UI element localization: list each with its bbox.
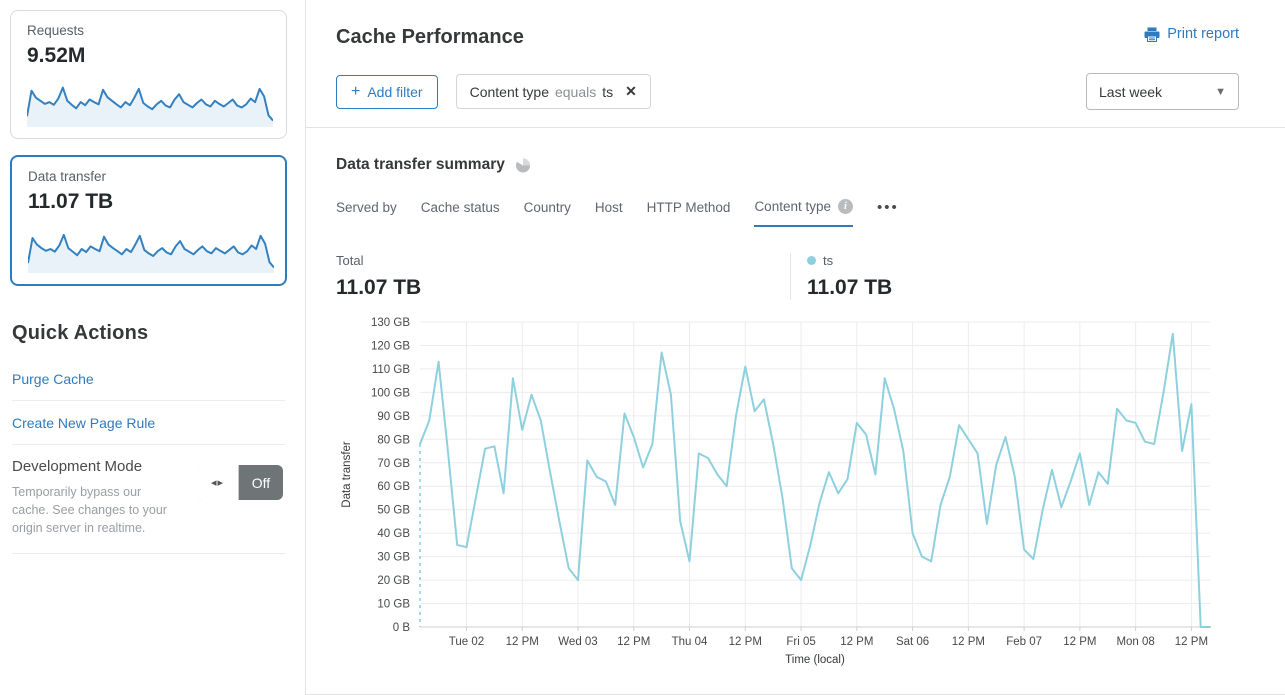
quick-actions-section: Quick Actions Purge Cache Create New Pag…: [10, 286, 287, 555]
data-transfer-sparkline: [28, 233, 274, 273]
time-series-line-chart: 0 B 10 GB 20 GB 30 GB 40 GB 50 GB 60 GB 70 GB 80…: [341, 317, 1211, 666]
svg-text:Thu 04: Thu 04: [672, 636, 708, 648]
time-range-dropdown[interactable]: Last week ▼: [1086, 73, 1239, 110]
svg-text:Mon 08: Mon 08: [1116, 636, 1154, 648]
svg-text:10 GB: 10 GB: [377, 599, 410, 611]
svg-text:100 GB: 100 GB: [371, 387, 410, 399]
svg-text:12 PM: 12 PM: [952, 636, 985, 648]
data-transfer-chart: 0 B 10 GB 20 GB 30 GB 40 GB 50 GB 60 GB 70 GB 80…: [336, 314, 1255, 671]
development-mode-block: Development Mode Temporarily bypass our …: [12, 445, 285, 555]
printer-icon: [1144, 27, 1160, 42]
svg-text:Fri 05: Fri 05: [786, 636, 815, 648]
tab-cache-status[interactable]: Cache status: [420, 200, 500, 215]
data-transfer-card[interactable]: Data transfer 11.07 TB: [10, 155, 287, 286]
dimension-tabs: Served by Cache status Country Host HTTP…: [336, 199, 1255, 227]
create-page-rule-link[interactable]: Create New Page Rule: [12, 401, 285, 445]
requests-sparkline: [27, 86, 273, 127]
svg-text:130 GB: 130 GB: [371, 317, 410, 329]
filter-operator: equals: [554, 83, 597, 100]
print-report-label: Print report: [1167, 26, 1239, 42]
requests-card-value: 9.52M: [27, 44, 86, 67]
main-content: Cache Performance Print report + Add fil…: [306, 0, 1285, 695]
analytics-sidebar: Requests 9.52M Data transfer 11.07 TB Qu…: [0, 0, 306, 695]
total-label: Total: [336, 253, 364, 268]
print-report-button[interactable]: Print report: [1144, 26, 1239, 42]
svg-text:12 PM: 12 PM: [506, 636, 539, 648]
remove-filter-icon[interactable]: ✕: [625, 83, 637, 99]
tab-host[interactable]: Host: [594, 200, 623, 215]
requests-card-label: Requests: [27, 23, 85, 38]
chevron-down-icon: ▼: [1215, 85, 1226, 98]
svg-text:Time (local): Time (local): [785, 654, 845, 666]
page-header: Cache Performance Print report + Add fil…: [306, 0, 1285, 128]
requests-card[interactable]: Requests 9.52M: [10, 10, 287, 139]
development-mode-toggle[interactable]: ◂▸ Off: [197, 465, 283, 500]
svg-text:70 GB: 70 GB: [377, 458, 410, 470]
purge-cache-link[interactable]: Purge Cache: [12, 357, 285, 401]
svg-text:Data transfer: Data transfer: [341, 441, 353, 508]
data-transfer-card-value: 11.07 TB: [28, 190, 114, 213]
tab-http-method[interactable]: HTTP Method: [646, 200, 731, 215]
svg-text:120 GB: 120 GB: [371, 340, 410, 352]
svg-text:12 PM: 12 PM: [840, 636, 873, 648]
series-ts-block: ts 11.07 TB: [790, 253, 892, 300]
total-value: 11.07 TB: [336, 276, 422, 299]
quick-actions-title: Quick Actions: [12, 322, 149, 344]
page-title: Cache Performance: [336, 26, 524, 48]
data-transfer-summary-section: Data transfer summary Served by Cache st…: [306, 128, 1285, 695]
totals-row: Total 11.07 TB ts 11.07 TB: [336, 253, 1255, 300]
plus-icon: +: [351, 82, 361, 100]
total-block: Total 11.07 TB: [336, 253, 790, 300]
svg-text:20 GB: 20 GB: [377, 575, 410, 587]
more-tabs-button[interactable]: •••: [877, 199, 899, 216]
time-range-value: Last week: [1099, 83, 1163, 100]
summary-title: Data transfer summary: [336, 156, 505, 173]
svg-text:12 PM: 12 PM: [1175, 636, 1208, 648]
svg-text:30 GB: 30 GB: [377, 552, 410, 564]
tab-served-by[interactable]: Served by: [336, 200, 397, 215]
data-transfer-card-label: Data transfer: [28, 169, 107, 184]
svg-text:80 GB: 80 GB: [377, 434, 410, 446]
svg-text:110 GB: 110 GB: [372, 364, 410, 376]
tab-country[interactable]: Country: [523, 200, 571, 215]
svg-text:12 PM: 12 PM: [617, 636, 650, 648]
ts-legend-label: ts: [823, 253, 834, 268]
svg-text:12 PM: 12 PM: [729, 636, 762, 648]
development-mode-title: Development Mode: [12, 458, 143, 475]
svg-text:Feb 07: Feb 07: [1006, 636, 1042, 648]
toggle-state-label: Off: [239, 465, 283, 500]
svg-text:Wed 03: Wed 03: [558, 636, 597, 648]
info-icon[interactable]: i: [838, 199, 853, 214]
svg-text:50 GB: 50 GB: [377, 505, 410, 517]
svg-text:40 GB: 40 GB: [377, 528, 410, 540]
svg-text:60 GB: 60 GB: [377, 481, 410, 493]
svg-text:Sat 06: Sat 06: [896, 636, 929, 648]
svg-text:0 B: 0 B: [393, 622, 411, 634]
ts-legend-dot: [807, 256, 816, 265]
development-mode-description: Temporarily bypass our cache. See change…: [12, 485, 167, 536]
ts-series-value: 11.07 TB: [807, 276, 893, 299]
filter-field: Content type: [469, 83, 549, 100]
add-filter-label: Add filter: [367, 83, 423, 100]
add-filter-button[interactable]: + Add filter: [336, 74, 438, 109]
filter-value: ts: [602, 83, 614, 100]
toggle-arrows-icon: ◂▸: [197, 465, 239, 500]
svg-text:90 GB: 90 GB: [377, 411, 410, 423]
pie-chart-icon: [515, 157, 530, 173]
svg-text:Tue 02: Tue 02: [449, 636, 484, 648]
filter-chip-content-type[interactable]: Content type equals ts ✕: [455, 74, 651, 109]
svg-text:12 PM: 12 PM: [1063, 636, 1096, 648]
tab-content-type[interactable]: Content type i: [754, 199, 853, 227]
